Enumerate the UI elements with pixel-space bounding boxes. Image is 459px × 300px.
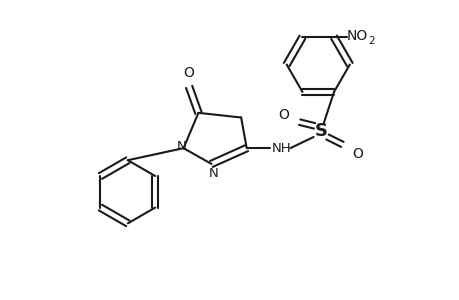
Text: O: O <box>352 147 363 161</box>
Text: N: N <box>208 167 218 180</box>
Text: O: O <box>278 108 289 122</box>
Text: S: S <box>314 122 327 140</box>
Text: N: N <box>176 140 186 153</box>
Text: 2: 2 <box>367 36 374 46</box>
Text: NO: NO <box>346 29 368 43</box>
Text: O: O <box>183 66 194 80</box>
Text: NH: NH <box>271 142 290 154</box>
